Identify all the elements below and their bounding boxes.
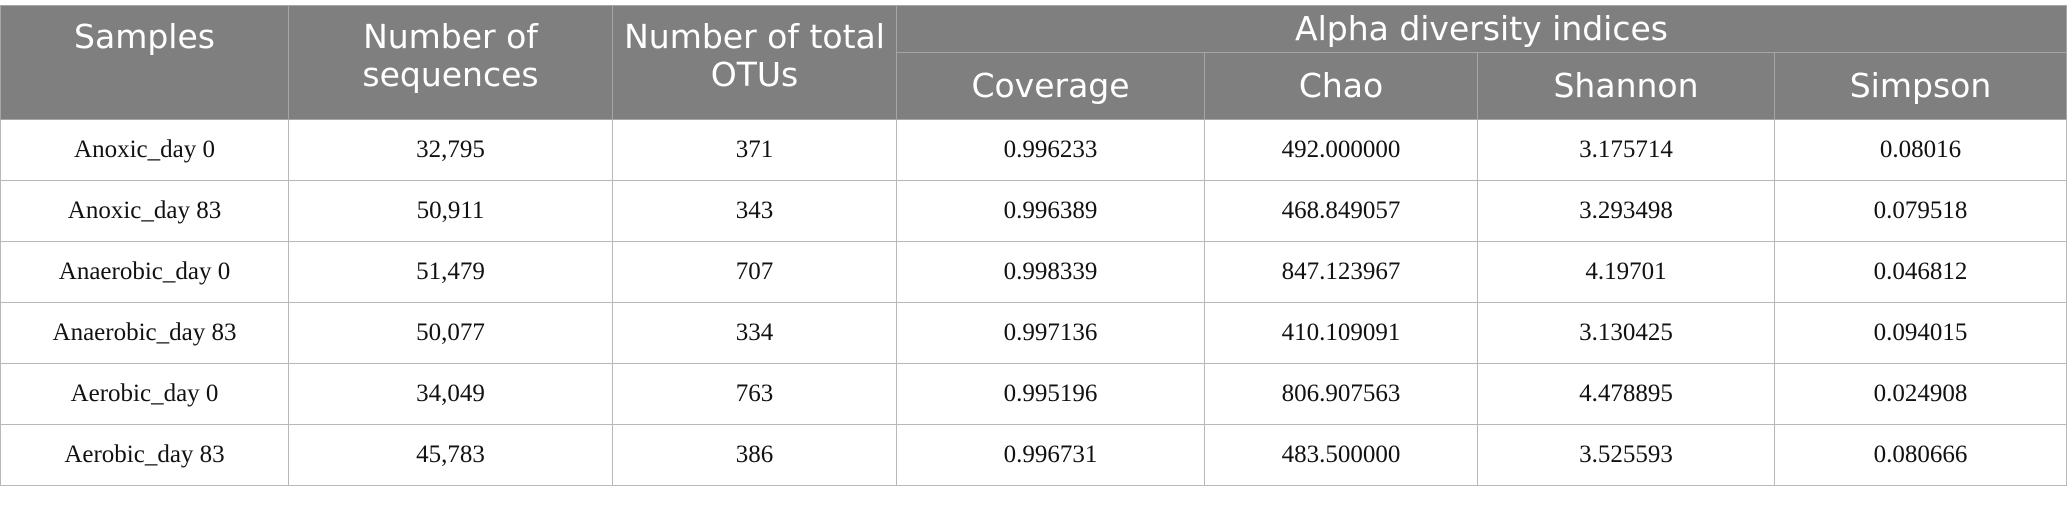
header-cell: Coverage	[896, 52, 1205, 120]
header-cell: Alpha diversity indices	[896, 5, 2067, 53]
table-cell: 0.996731	[896, 424, 1205, 486]
table-cell: 410.109091	[1204, 302, 1478, 364]
table-cell: 806.907563	[1204, 363, 1478, 425]
header-cell: Number of sequences	[288, 5, 613, 120]
table-cell: 3.525593	[1477, 424, 1775, 486]
table-cell: 763	[612, 363, 897, 425]
table-cell: 0.024908	[1774, 363, 2067, 425]
table-cell: 0.08016	[1774, 119, 2067, 181]
table-cell: 492.000000	[1204, 119, 1478, 181]
table-cell: 707	[612, 241, 897, 303]
table-cell: 0.079518	[1774, 180, 2067, 242]
table-row: Aerobic_day 0 34,049 763 0.995196 806.907563…	[0, 363, 2067, 425]
table-cell: Anoxic_day 83	[0, 180, 289, 242]
table-cell: 0.997136	[896, 302, 1205, 364]
table-row: Aerobic_day 83 45,783 386 0.996731 483.50000…	[0, 424, 2067, 486]
table-cell: 371	[612, 119, 897, 181]
table-row: Anaerobic_day 0 51,479 707 0.998339 847.1239…	[0, 241, 2067, 303]
table-cell: 386	[612, 424, 897, 486]
table-cell: 0.996233	[896, 119, 1205, 181]
table-row: Anaerobic_day 83 50,077 334 0.997136 410.109…	[0, 302, 2067, 364]
table-cell: 0.080666	[1774, 424, 2067, 486]
table-cell: 483.500000	[1204, 424, 1478, 486]
table-row: Anoxic_day 83 50,911 343 0.996389 468.849057…	[0, 180, 2067, 242]
table-cell: 343	[612, 180, 897, 242]
table-cell: 334	[612, 302, 897, 364]
table-cell: Aerobic_day 0	[0, 363, 289, 425]
table-cell: 0.094015	[1774, 302, 2067, 364]
header-cell: Simpson	[1774, 52, 2067, 120]
table-body: Anoxic_day 0 32,795 371 0.996233 492.000000 3…	[0, 119, 2067, 486]
header-cell: Number of total OTUs	[612, 5, 897, 120]
table-cell: 0.046812	[1774, 241, 2067, 303]
table-row: Anoxic_day 0 32,795 371 0.996233 492.000000 3…	[0, 119, 2067, 181]
table-cell: Aerobic_day 83	[0, 424, 289, 486]
table-cell: 32,795	[288, 119, 613, 181]
header-cell: Shannon	[1477, 52, 1775, 120]
table-cell: 847.123967	[1204, 241, 1478, 303]
table-cell: Anaerobic_day 0	[0, 241, 289, 303]
table-cell: 468.849057	[1204, 180, 1478, 242]
table-cell: 50,077	[288, 302, 613, 364]
table-cell: 0.998339	[896, 241, 1205, 303]
header-cell: Samples	[0, 5, 289, 120]
table-cell: 3.175714	[1477, 119, 1775, 181]
table-cell: 3.293498	[1477, 180, 1775, 242]
table-cell: 34,049	[288, 363, 613, 425]
table-cell: 50,911	[288, 180, 613, 242]
table-cell: 45,783	[288, 424, 613, 486]
table-cell: 4.19701	[1477, 241, 1775, 303]
table-cell: 0.996389	[896, 180, 1205, 242]
table-cell: Anaerobic_day 83	[0, 302, 289, 364]
table-cell: 51,479	[288, 241, 613, 303]
table-cell: 4.478895	[1477, 363, 1775, 425]
data-table: Samples Number of sequences Number of to…	[0, 5, 2067, 486]
table-cell: Anoxic_day 0	[0, 119, 289, 181]
table-header: Samples Number of sequences Number of to…	[0, 5, 2067, 120]
header-cell: Chao	[1204, 52, 1478, 120]
table-cell: 0.995196	[896, 363, 1205, 425]
table-cell: 3.130425	[1477, 302, 1775, 364]
